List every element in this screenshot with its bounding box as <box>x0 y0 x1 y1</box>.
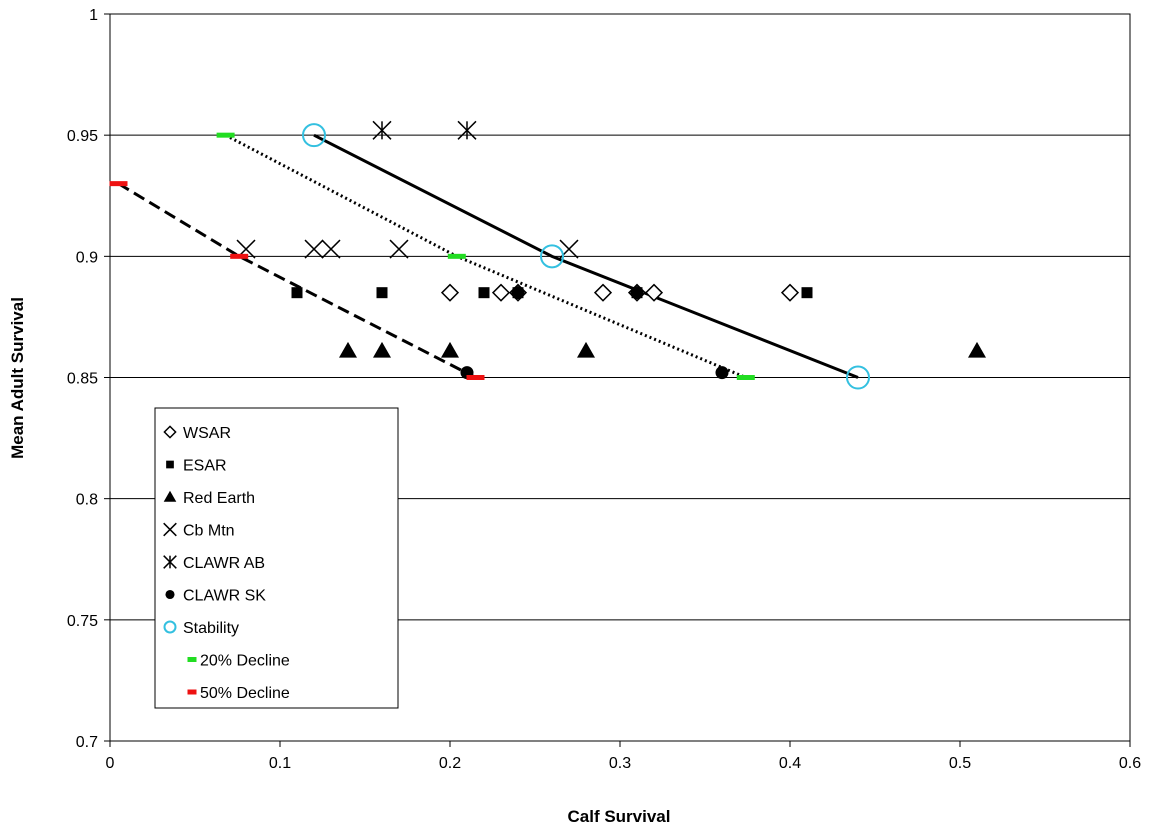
point-cb-mtn <box>304 239 324 259</box>
legend-label-20-decline: 20% Decline <box>200 653 290 670</box>
legend-label-stability: Stability <box>183 620 239 637</box>
y-tick-label: 0.75 <box>67 613 98 630</box>
point-clawr-sk <box>630 286 644 300</box>
legend-item-20-decline: 20% Decline <box>187 653 290 670</box>
legend-item-50-decline: 50% Decline <box>187 685 290 702</box>
x-axis: 0 0.1 0.2 0.3 0.4 0.5 0.6 <box>106 741 1141 772</box>
legend-marker-50-decline <box>187 689 197 695</box>
point-red-earth <box>339 341 357 358</box>
legend-marker-clawr-sk <box>165 589 175 600</box>
legend-label-esar: ESAR <box>183 458 227 475</box>
point-wsar <box>593 283 613 302</box>
point-stability <box>302 123 326 148</box>
legend-item-wsar: WSAR <box>163 425 231 442</box>
data-points <box>109 120 986 390</box>
point-clawr-ab <box>457 120 477 140</box>
legend-label-cb-mtn: Cb Mtn <box>183 523 235 540</box>
y-tick-label: 0.95 <box>67 128 98 145</box>
point-50-decline <box>230 253 249 259</box>
point-50-decline <box>109 181 128 187</box>
y-tick-label: 1 <box>89 7 98 24</box>
point-50-decline <box>466 375 485 380</box>
point-stability <box>540 244 564 269</box>
x-axis-title: Calf Survival <box>568 807 671 826</box>
legend-item-stability: Stability <box>163 620 239 637</box>
point-cb-mtn <box>389 239 409 259</box>
legend-label-clawr-sk: CLAWR SK <box>183 588 266 605</box>
legend-marker-20-decline <box>187 657 197 662</box>
legend-marker-clawr-ab <box>163 555 177 569</box>
x-tick-label: 0.1 <box>269 755 291 772</box>
x-tick-label: 0.6 <box>1119 755 1141 772</box>
legend-marker-esar <box>166 460 174 469</box>
legend-label-50-decline: 50% Decline <box>200 685 290 702</box>
point-wsar <box>780 283 800 302</box>
point-clawr-sk <box>511 286 525 300</box>
y-tick-label: 0.7 <box>76 734 98 751</box>
series-line-stability <box>313 133 859 379</box>
x-tick-label: 0.5 <box>949 755 971 772</box>
legend-item-clawr-sk: CLAWR SK <box>165 588 266 605</box>
x-tick-label: 0 <box>106 755 115 772</box>
point-20-decline <box>216 132 235 138</box>
y-axis-title: Mean Adult Survival <box>8 297 27 459</box>
legend-item-clawr-ab: CLAWR AB <box>163 555 265 572</box>
point-red-earth <box>441 341 459 358</box>
point-wsar <box>491 283 511 302</box>
point-20-decline <box>447 253 466 259</box>
point-cb-mtn <box>321 239 341 259</box>
y-tick-label: 0.8 <box>76 492 98 509</box>
legend: WSAR ESAR Red Earth Cb Mtn CLAWR AB CLAWR SK S… <box>154 407 399 709</box>
y-tick-label: 0.9 <box>76 249 98 266</box>
x-tick-label: 0.2 <box>439 755 461 772</box>
legend-label-red-earth: Red Earth <box>183 490 255 507</box>
point-esar <box>376 287 388 299</box>
legend-label-wsar: WSAR <box>183 425 231 442</box>
y-tick-label: 0.85 <box>67 371 98 388</box>
legend-item-esar: ESAR <box>166 458 227 475</box>
point-red-earth <box>373 341 391 358</box>
point-esar <box>478 287 490 299</box>
x-tick-label: 0.4 <box>779 755 801 772</box>
point-stability <box>846 365 870 390</box>
legend-marker-stability <box>163 620 177 634</box>
legend-label-clawr-ab: CLAWR AB <box>183 555 265 572</box>
point-esar <box>801 287 813 299</box>
legend-marker-red-earth <box>163 490 177 502</box>
series-line-50-decline <box>117 182 477 379</box>
point-wsar <box>644 283 664 302</box>
legend-marker-wsar <box>163 425 177 439</box>
point-clawr-ab <box>372 120 392 140</box>
legend-item-cb-mtn: Cb Mtn <box>163 522 235 540</box>
x-tick-label: 0.3 <box>609 755 631 772</box>
legend-marker-cb-mtn <box>163 522 177 537</box>
legend-item-red-earth: Red Earth <box>163 490 255 507</box>
point-wsar <box>440 283 460 302</box>
point-red-earth <box>968 341 986 358</box>
point-clawr-sk <box>715 366 729 380</box>
point-red-earth <box>577 341 595 358</box>
y-axis: 0.7 0.75 0.8 0.85 0.9 0.95 1 <box>67 7 110 751</box>
point-esar <box>291 287 303 299</box>
point-20-decline <box>736 375 755 380</box>
